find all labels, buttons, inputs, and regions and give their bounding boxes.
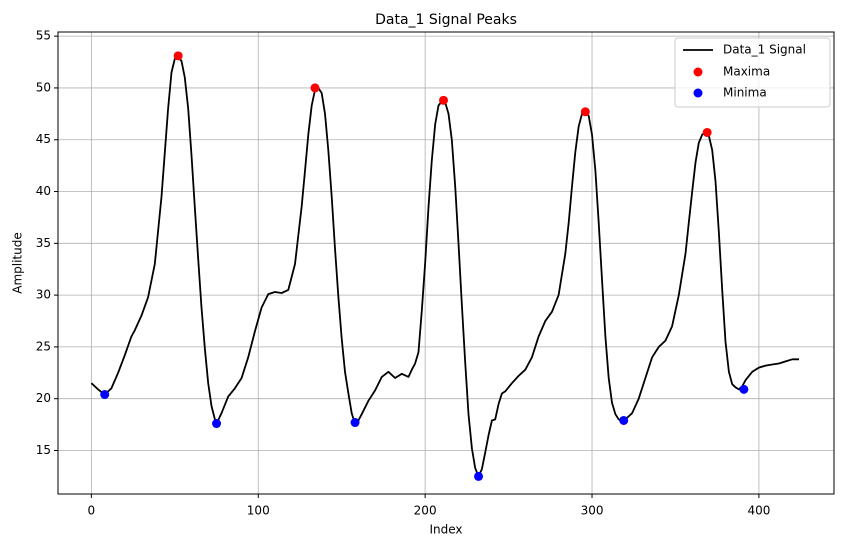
plot-frame bbox=[57, 31, 835, 495]
x-tick-label: 100 bbox=[247, 504, 270, 518]
x-tick-label: 0 bbox=[88, 504, 96, 518]
legend-maxima-swatch bbox=[693, 67, 703, 77]
y-tick-label: 50 bbox=[36, 80, 51, 94]
maxima-point bbox=[702, 127, 712, 137]
y-ticks: 15 20 25 30 35 40 45 50 55 bbox=[36, 29, 58, 457]
maxima-point bbox=[580, 107, 590, 117]
y-tick-label: 30 bbox=[36, 288, 51, 302]
y-tick-label: 35 bbox=[36, 236, 51, 250]
y-tick-label: 15 bbox=[36, 443, 51, 457]
minima-point bbox=[739, 384, 749, 394]
series-layer bbox=[90, 51, 799, 481]
minima-point bbox=[619, 415, 629, 425]
x-ticks: 0 100 200 300 400 bbox=[88, 494, 770, 518]
y-tick-label: 55 bbox=[36, 29, 51, 43]
minima-point bbox=[474, 471, 484, 481]
legend-label-maxima: Maxima bbox=[723, 65, 770, 79]
legend-label-signal: Data_1 Signal bbox=[723, 43, 806, 57]
legend-label-minima: Minima bbox=[723, 86, 767, 100]
legend-minima-swatch bbox=[693, 88, 703, 98]
y-axis-label: Amplitude bbox=[11, 232, 25, 294]
minima-point bbox=[350, 418, 360, 428]
legend: Data_1 Signal Maxima Minima bbox=[674, 37, 831, 108]
legend-box bbox=[674, 37, 831, 108]
x-tick-label: 300 bbox=[581, 504, 604, 518]
y-tick-label: 40 bbox=[36, 184, 51, 198]
minima-point bbox=[212, 419, 222, 429]
minima-point bbox=[100, 390, 110, 400]
x-tick-label: 400 bbox=[747, 504, 770, 518]
maxima-point bbox=[173, 51, 183, 61]
y-tick-label: 25 bbox=[36, 339, 51, 353]
chart-title: Data_1 Signal Peaks bbox=[375, 12, 517, 28]
y-tick-label: 45 bbox=[36, 132, 51, 146]
x-axis-label: Index bbox=[429, 523, 462, 537]
y-tick-label: 20 bbox=[36, 391, 51, 405]
x-tick-label: 200 bbox=[414, 504, 437, 518]
maxima-point bbox=[310, 83, 320, 93]
maxima-point bbox=[438, 95, 448, 105]
